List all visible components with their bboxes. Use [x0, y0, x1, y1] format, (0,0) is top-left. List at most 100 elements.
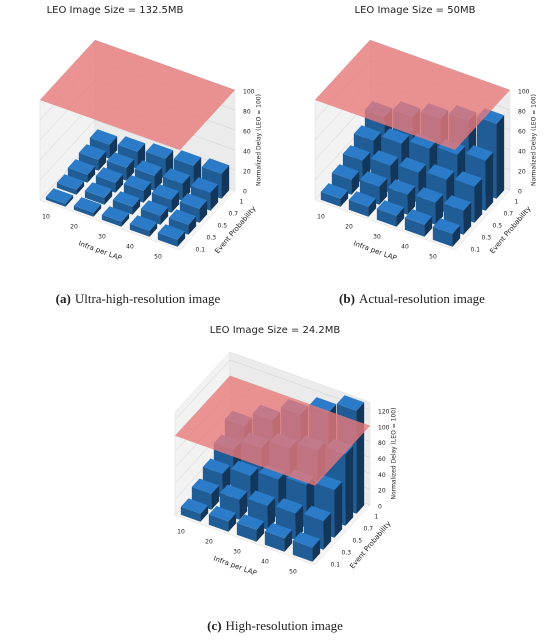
bar-front: [157, 232, 178, 247]
x-tick-label: 40: [401, 244, 409, 251]
bar: [45, 188, 74, 207]
bar-side: [132, 198, 141, 215]
bar-top: [454, 171, 483, 187]
bar-top: [123, 175, 152, 191]
bar-side: [407, 186, 416, 215]
bar-top: [236, 514, 265, 530]
z-tick-label: 0: [378, 504, 382, 511]
x-tick-label: 50: [289, 569, 297, 576]
bar: [236, 514, 265, 542]
x-tick-label: 40: [126, 244, 134, 251]
y-tick-label: 0.5: [493, 223, 503, 230]
bar-side: [177, 231, 186, 247]
x-tick-label: 30: [233, 549, 241, 556]
bar-front: [95, 175, 116, 193]
chart-panel: 0 20 40 60 80 100 10 20 30 40 50 0.10.30.50.71 Infra…: [314, 5, 538, 306]
bar-front: [73, 205, 94, 217]
bar-side: [435, 194, 444, 225]
z-tick-label: 60: [243, 129, 251, 136]
bar-top: [106, 152, 135, 168]
bar-side: [463, 202, 472, 235]
bar-side: [474, 178, 483, 223]
bar-side: [256, 521, 265, 542]
x-tick-label: 40: [261, 559, 269, 566]
bar-top: [359, 171, 388, 187]
bar-front: [140, 208, 161, 225]
bar-top: [208, 506, 237, 522]
y-tick-label: 0.1: [471, 247, 481, 254]
bar-front: [129, 223, 150, 237]
bar-top: [179, 193, 208, 209]
bar-side: [210, 184, 219, 211]
bar-side: [171, 191, 180, 213]
bar-top: [331, 164, 360, 180]
y-tick-label: 0.5: [353, 538, 363, 545]
x-tick-label: 10: [177, 529, 185, 536]
bar-top: [404, 209, 433, 225]
bar: [129, 215, 158, 237]
bar-top: [381, 128, 410, 144]
chart-title: LEO Image Size = 50MB: [355, 5, 476, 16]
bar-side: [267, 497, 276, 530]
bar-front: [432, 226, 453, 247]
bar-front: [320, 191, 341, 207]
bar-top: [84, 182, 113, 198]
bar: [208, 506, 237, 532]
bar: [112, 191, 141, 215]
bar-top: [73, 197, 102, 213]
bar-side: [87, 166, 96, 183]
bar-side: [154, 167, 163, 191]
bar-top: [95, 167, 124, 183]
z-tick-label: 0: [243, 189, 247, 196]
z-tick-label: 20: [378, 488, 386, 495]
bar-side: [76, 181, 85, 195]
bar-side: [340, 190, 349, 207]
bar-front: [180, 506, 201, 522]
bar-front: [168, 217, 189, 235]
bar-top: [157, 224, 186, 240]
y-tick-label: 0.1: [196, 247, 206, 254]
bar-side: [295, 505, 304, 540]
x-tick-label: 10: [42, 214, 50, 221]
bar-side: [396, 207, 405, 227]
bar-top: [101, 206, 130, 222]
bar-front: [404, 217, 425, 237]
bar-top: [201, 158, 230, 174]
bar-top: [387, 179, 416, 195]
bar-front: [236, 522, 257, 542]
z-tick-label: 120: [378, 408, 390, 415]
bar-side: [284, 529, 293, 552]
bar-side: [188, 216, 197, 235]
bar-side: [199, 200, 208, 223]
bar-top: [409, 133, 438, 149]
bar-top: [303, 505, 332, 522]
bar: [140, 200, 169, 225]
caption: (b) Actual-resolution image: [339, 291, 485, 306]
caption: (c) High-resolution image: [207, 618, 343, 633]
y-tick-label: 0.3: [207, 235, 217, 242]
bar-top: [432, 218, 461, 234]
bar-top: [353, 125, 382, 141]
bar-top: [230, 460, 259, 477]
x-tick-label: 20: [70, 224, 78, 231]
bar-top: [151, 184, 180, 200]
bar-top: [190, 177, 219, 193]
bar-side: [109, 136, 118, 159]
bar-side: [211, 485, 220, 510]
bar: [264, 522, 293, 552]
bar-front: [84, 190, 105, 205]
caption-text: Actual-resolution image: [359, 291, 485, 306]
bar-side: [239, 491, 248, 520]
bar-front: [112, 199, 133, 215]
y-tick-label: 0.1: [331, 562, 341, 569]
y-tick-label: 0.7: [229, 211, 239, 218]
x-tick-label: 50: [429, 254, 437, 261]
bar-top: [426, 164, 455, 180]
bar-top: [129, 215, 158, 231]
bar: [157, 224, 186, 247]
chart-title: LEO Image Size = 24.2MB: [210, 325, 341, 336]
bar-side: [104, 189, 113, 205]
bar-side: [452, 225, 461, 247]
bar-side: [424, 216, 433, 237]
